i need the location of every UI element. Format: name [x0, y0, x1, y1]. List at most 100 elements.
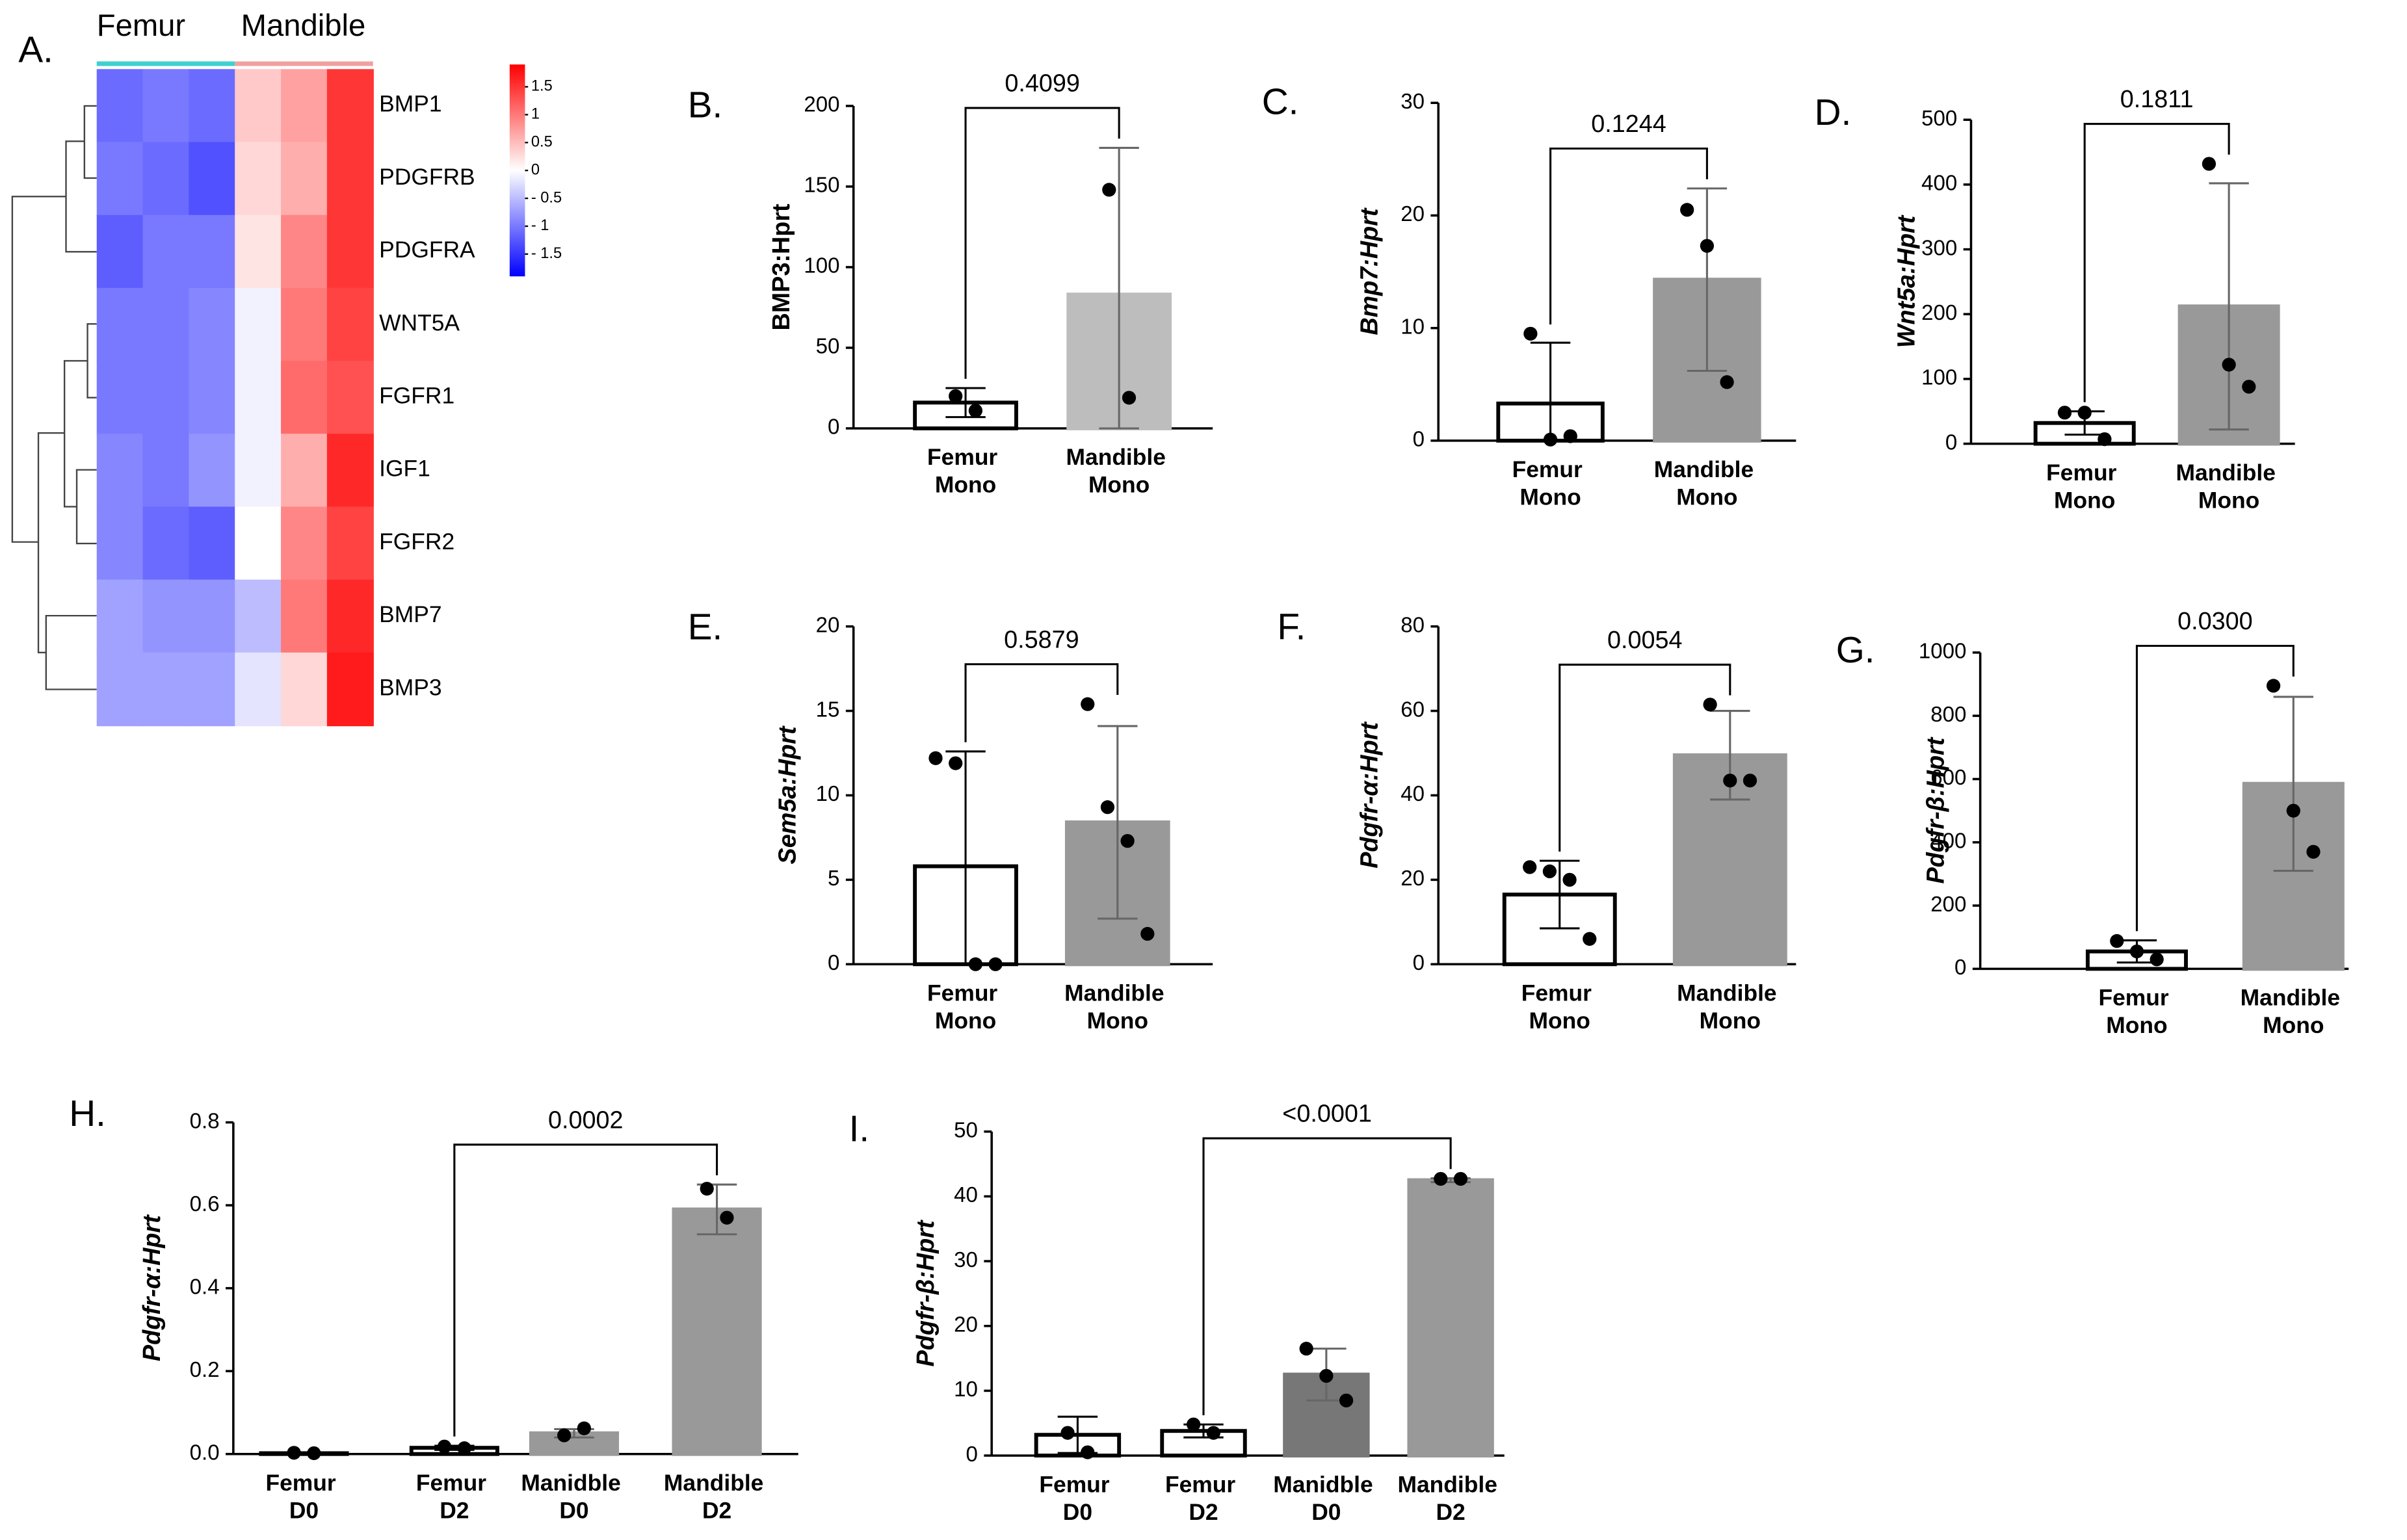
data-point: [2286, 803, 2300, 818]
row-label: FGFR1: [379, 383, 454, 409]
heatmap-cell: [142, 361, 190, 435]
panel-label: F.: [1277, 607, 1306, 647]
x-tick-label: Mandible D2: [1397, 1472, 1503, 1526]
row-label: BMP1: [379, 91, 441, 117]
column-group-label: Mandible: [241, 8, 366, 43]
heatmap-cell: [96, 579, 144, 653]
data-point: [1187, 1417, 1201, 1431]
significance-bracket: [964, 107, 1120, 379]
p-value: <0.0001: [1282, 1101, 1372, 1128]
y-tick-label: 800: [1930, 703, 1966, 727]
y-tick-label: 200: [804, 93, 839, 117]
y-tick-label: 0.6: [190, 1192, 220, 1216]
data-point: [1122, 391, 1137, 405]
panel-label: E.: [688, 607, 723, 647]
p-value: 0.5879: [1004, 626, 1079, 653]
heatmap-cell: [189, 69, 236, 143]
p-value: 0.1811: [2120, 86, 2194, 113]
y-tick-label: 300: [1921, 236, 1957, 260]
column-group-label: Femur: [97, 8, 185, 43]
y-tick-label: 10: [816, 782, 840, 806]
dendro-branch: [11, 196, 66, 543]
data-point: [437, 1439, 452, 1454]
data-point: [1140, 926, 1155, 941]
data-point: [1523, 860, 1537, 874]
heatmap-cell: [326, 215, 374, 289]
data-point: [968, 957, 983, 971]
dendro-branch: [45, 614, 97, 690]
y-tick-label: 0: [828, 415, 839, 439]
x-tick-label: Manidble D0: [521, 1470, 627, 1524]
data-point: [1542, 864, 1557, 879]
x-tick-label: Mandible Mono: [1654, 456, 1760, 510]
y-tick-label: 100: [1921, 366, 1957, 390]
colorbar-tick-label: 0: [531, 161, 540, 178]
heatmap-cell: [326, 506, 374, 581]
data-point: [2222, 358, 2236, 372]
y-tick-label: 200: [1921, 301, 1957, 325]
heatmap-cell: [142, 434, 190, 508]
y-tick-label: 30: [1401, 90, 1425, 114]
x-tick-label: Femur D2: [416, 1470, 493, 1524]
heatmap-cell: [281, 506, 328, 581]
x-tick-label: Mandible D2: [664, 1470, 770, 1524]
heatmap-cell: [96, 215, 144, 289]
y-tick-label: 0.8: [190, 1109, 220, 1133]
data-point: [928, 751, 943, 765]
panel-label: B.: [688, 85, 723, 125]
significance-bracket: [1202, 1137, 1452, 1416]
heatmap-cell: [281, 652, 328, 727]
data-point: [1563, 429, 1577, 443]
data-point: [1339, 1393, 1354, 1408]
y-tick-label: 30: [954, 1248, 978, 1272]
p-value: 0.0002: [548, 1106, 623, 1134]
x-tick-label: Femur Mono: [1521, 980, 1598, 1034]
heatmap-cell: [235, 69, 282, 143]
heatmap-cell: [189, 434, 236, 508]
data-point: [1120, 833, 1135, 848]
y-tick-label: 0: [1413, 951, 1425, 975]
heatmap-cell: [96, 434, 144, 508]
y-axis-label: Pdgfr-α:Hprt: [1356, 722, 1383, 868]
dendro-branch: [83, 105, 97, 179]
y-tick-label: 60: [1401, 698, 1425, 722]
y-tick-label: 50: [954, 1118, 978, 1142]
heatmap-cell: [142, 652, 190, 727]
y-tick-label: 10: [1401, 315, 1425, 339]
heatmap-cell: [96, 652, 144, 727]
x-tick-label: Femur Mono: [927, 445, 1004, 499]
y-tick-label: 0: [828, 951, 839, 975]
y-tick-label: 20: [816, 613, 840, 637]
p-value: 0.0300: [2177, 608, 2252, 635]
heatmap-cell: [281, 434, 328, 508]
data-point: [577, 1421, 591, 1435]
data-point: [2266, 679, 2281, 693]
row-label: FGFR2: [379, 529, 454, 555]
colorbar: [509, 64, 525, 277]
y-tick-label: 0.4: [190, 1275, 220, 1299]
group-bar: [96, 61, 235, 66]
error-bar: [2209, 182, 2249, 431]
p-value: 0.0054: [1607, 627, 1682, 654]
heatmap-cell: [189, 652, 236, 727]
panel-label: D.: [1815, 92, 1852, 133]
error-bar: [1540, 859, 1580, 930]
y-tick-label: 200: [1930, 893, 1966, 917]
p-value: 0.1244: [1591, 111, 1666, 138]
y-tick-label: 500: [1921, 107, 1957, 131]
group-bar: [235, 61, 373, 66]
y-tick-label: 20: [1401, 867, 1425, 891]
data-point: [949, 756, 963, 770]
error-bar: [2273, 696, 2313, 872]
bar: [672, 1207, 762, 1456]
y-tick-label: 40: [954, 1183, 978, 1207]
significance-bracket: [1549, 147, 1708, 325]
heatmap-cell: [235, 652, 282, 727]
data-point: [287, 1446, 301, 1460]
heatmap-cell: [281, 361, 328, 435]
y-tick-label: 40: [1401, 782, 1425, 806]
data-point: [1543, 432, 1558, 447]
heatmap-cell: [235, 142, 282, 216]
data-point: [2077, 406, 2092, 420]
